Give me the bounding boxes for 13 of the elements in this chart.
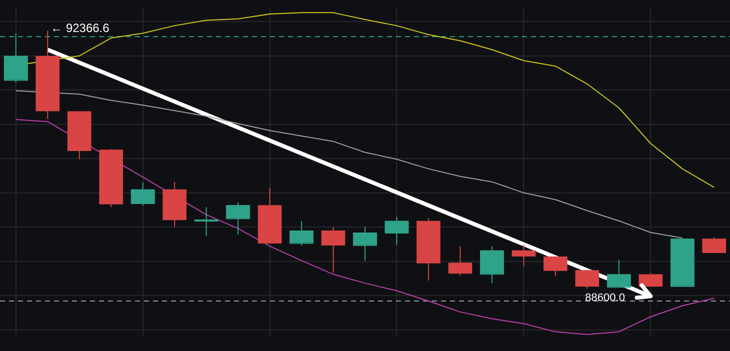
candlestick	[36, 30, 60, 120]
annotation: ← 92366.6	[50, 21, 110, 36]
candlestick	[575, 270, 600, 290]
annotation: 88600.0	[585, 292, 625, 304]
candlestick	[448, 246, 472, 276]
candlestick	[638, 272, 663, 287]
candlestick	[321, 226, 346, 274]
candlestick	[544, 256, 568, 277]
candlestick	[416, 218, 440, 281]
candlestick	[258, 187, 282, 244]
candlestick	[67, 111, 92, 160]
candlestick	[162, 181, 186, 228]
candlestick	[512, 244, 536, 267]
